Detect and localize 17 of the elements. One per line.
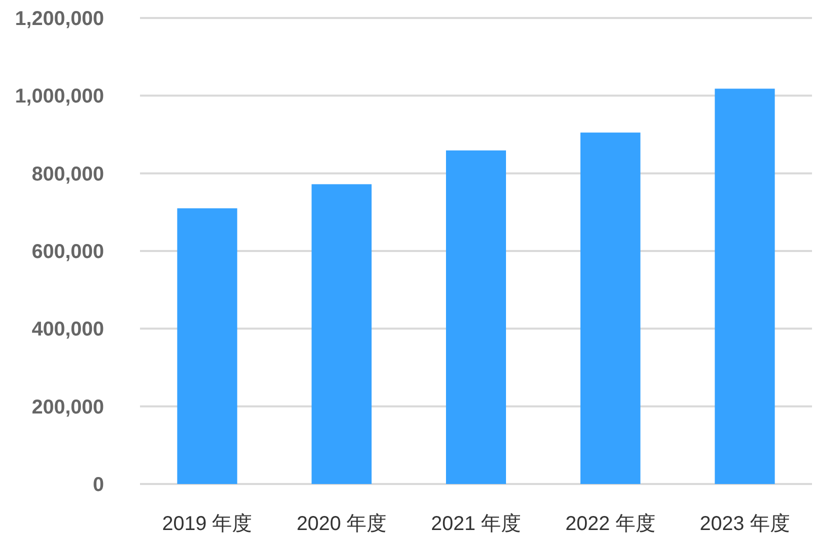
bar: [446, 150, 506, 484]
bar: [177, 208, 238, 484]
bar: [714, 88, 775, 484]
x-tick-label: 2023 年度: [700, 513, 790, 535]
y-tick-label: 600,000: [32, 241, 104, 263]
y-tick-label: 800,000: [32, 163, 104, 186]
y-tick-label: 400,000: [32, 318, 104, 341]
y-tick-label: 1,000,000: [15, 86, 104, 108]
y-tick-label: 1,200,000: [15, 8, 104, 30]
x-tick-label: 2020 年度: [296, 513, 387, 535]
x-tick-label: 2021 年度: [430, 513, 522, 535]
y-tick-label: 200,000: [32, 396, 104, 418]
bar: [312, 184, 372, 484]
x-tick-label: 2022 年度: [565, 513, 656, 535]
y-tick-label: 0: [92, 474, 104, 496]
x-tick-label: 2019 年度: [162, 513, 252, 535]
bar: [580, 132, 640, 484]
